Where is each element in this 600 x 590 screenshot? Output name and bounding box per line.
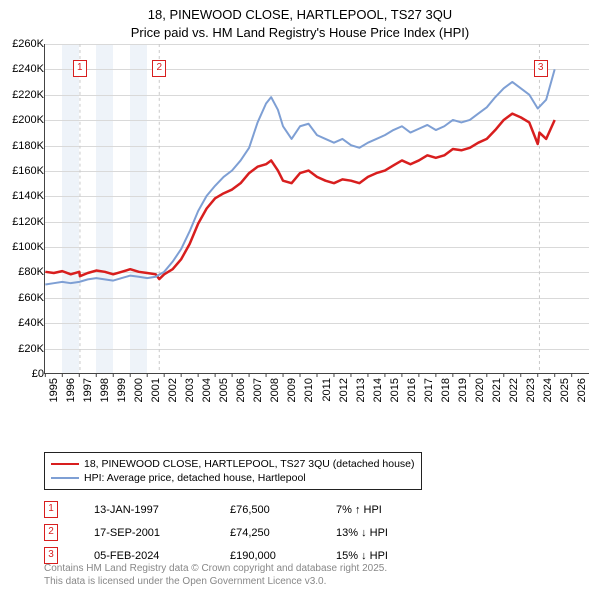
y-tick-label: £240K (0, 63, 44, 75)
legend-label: HPI: Average price, detached house, Hart… (84, 472, 306, 484)
y-tick-label: £40K (0, 317, 44, 329)
x-tick-label: 2010 (303, 378, 315, 402)
x-tick-label: 2007 (252, 378, 264, 402)
x-tick-label: 2023 (525, 378, 537, 402)
x-tick-label: 2001 (150, 378, 162, 402)
legend-swatch (51, 463, 79, 465)
series-price_paid (45, 114, 554, 279)
legend-row: HPI: Average price, detached house, Hart… (51, 471, 415, 485)
y-tick-label: £160K (0, 165, 44, 177)
sale-date: 17-SEP-2001 (94, 527, 194, 539)
y-tick-label: £120K (0, 216, 44, 228)
x-tick-label: 1995 (48, 378, 60, 402)
sale-price: £76,500 (230, 504, 300, 516)
x-tick-label: 1999 (116, 378, 128, 402)
sale-marker: 1 (73, 60, 87, 77)
y-tick-label: £180K (0, 140, 44, 152)
x-tick-label: 2026 (576, 378, 588, 402)
x-tick-label: 2012 (338, 378, 350, 402)
y-tick-label: £260K (0, 38, 44, 50)
legend-swatch (51, 477, 79, 479)
legend-label: 18, PINEWOOD CLOSE, HARTLEPOOL, TS27 3QU… (84, 458, 415, 470)
x-tick-label: 2005 (218, 378, 230, 402)
chart-title: 18, PINEWOOD CLOSE, HARTLEPOOL, TS27 3QU… (0, 0, 600, 41)
sale-row-marker: 1 (44, 501, 58, 518)
x-tick-label: 2011 (321, 378, 333, 402)
plot-container: £0 £20K £40K £60K £80K £100K £120K £140K £160K £1… (0, 44, 600, 414)
x-tick-label: 2008 (269, 378, 281, 402)
x-tick-label: 2009 (286, 378, 298, 402)
chart-container: 18, PINEWOOD CLOSE, HARTLEPOOL, TS27 3QU… (0, 0, 600, 590)
x-tick-label: 2015 (389, 378, 401, 402)
sale-marker: 2 (152, 60, 166, 77)
sale-price: £74,250 (230, 527, 300, 539)
sale-pct: 13% ↓ HPI (336, 527, 436, 539)
sales-table: 1 13-JAN-1997 £76,500 7% ↑ HPI 2 17-SEP-2001 £… (44, 498, 436, 567)
x-tick-label: 1996 (65, 378, 77, 402)
y-tick-label: £100K (0, 241, 44, 253)
x-tick-label: 2003 (184, 378, 196, 402)
title-subtitle: Price paid vs. HM Land Registry's House … (0, 24, 600, 42)
y-tick-label: £220K (0, 89, 44, 101)
legend-row: 18, PINEWOOD CLOSE, HARTLEPOOL, TS27 3QU… (51, 457, 415, 471)
sale-marker: 3 (534, 60, 548, 77)
sale-row: 2 17-SEP-2001 £74,250 13% ↓ HPI (44, 521, 436, 544)
series-hpi (45, 69, 554, 284)
y-tick-label: £0 (0, 368, 44, 380)
y-tick-label: £60K (0, 292, 44, 304)
sale-price: £190,000 (230, 550, 300, 562)
footer-line2: This data is licensed under the Open Gov… (44, 575, 387, 588)
x-tick-label: 2004 (201, 378, 213, 402)
x-tick-label: 1998 (99, 378, 111, 402)
y-tick-label: £200K (0, 114, 44, 126)
x-tick-label: 2002 (167, 378, 179, 402)
sale-date: 13-JAN-1997 (94, 504, 194, 516)
footer-line1: Contains HM Land Registry data © Crown c… (44, 562, 387, 575)
x-tick-label: 2014 (372, 378, 384, 402)
x-tick-label: 2021 (491, 378, 503, 402)
sale-pct: 15% ↓ HPI (336, 550, 436, 562)
sale-pct: 7% ↑ HPI (336, 504, 436, 516)
y-tick-label: £20K (0, 343, 44, 355)
sale-row-marker: 2 (44, 524, 58, 541)
x-tick-label: 2019 (457, 378, 469, 402)
sale-date: 05-FEB-2024 (94, 550, 194, 562)
plot-area: 1 2 3 (44, 44, 589, 374)
x-tick-label: 1997 (82, 378, 94, 402)
x-tick-label: 2016 (406, 378, 418, 402)
footer-attribution: Contains HM Land Registry data © Crown c… (44, 562, 387, 590)
x-tick-label: 2025 (559, 378, 571, 402)
y-tick-label: £80K (0, 266, 44, 278)
x-tick-label: 2000 (133, 378, 145, 402)
x-tick-label: 2006 (235, 378, 247, 402)
x-tick-label: 2018 (440, 378, 452, 402)
title-address: 18, PINEWOOD CLOSE, HARTLEPOOL, TS27 3QU (0, 6, 600, 24)
x-tick-label: 2022 (508, 378, 520, 402)
x-tick-label: 2020 (474, 378, 486, 402)
x-tick-label: 2017 (423, 378, 435, 402)
x-tick-label: 2013 (355, 378, 367, 402)
chart-lines (45, 44, 589, 373)
sale-row: 1 13-JAN-1997 £76,500 7% ↑ HPI (44, 498, 436, 521)
x-tick-label: 2024 (542, 378, 554, 402)
y-tick-label: £140K (0, 190, 44, 202)
legend: 18, PINEWOOD CLOSE, HARTLEPOOL, TS27 3QU… (44, 452, 422, 490)
